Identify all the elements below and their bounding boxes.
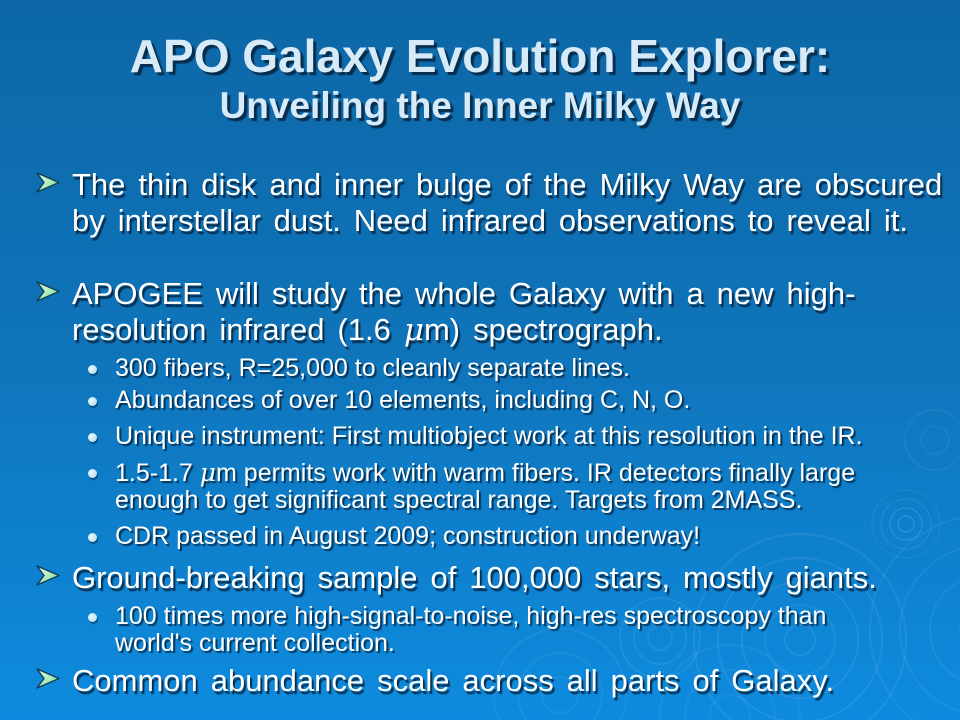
sub-bullet-item: CDR passed in August 2009; construction … xyxy=(36,523,700,550)
mu-symbol: μ xyxy=(403,312,424,348)
title-line-2: Unveiling the Inner Milky Way xyxy=(219,85,741,126)
bullet-item: Common abundance scale across all parts … xyxy=(36,663,834,699)
mu-symbol: μ xyxy=(199,458,217,487)
bullet-text-segment: m permits work with warm fibers. IR dete… xyxy=(115,459,856,514)
bullet-text: Abundances of over 10 elements, includin… xyxy=(115,386,691,414)
dot-bullet-icon xyxy=(88,469,97,478)
bullet-item: Ground-breaking sample of 100,000 stars,… xyxy=(36,560,877,596)
bullet-text: 300 fibers, R=25,000 to cleanly separate… xyxy=(115,354,630,382)
bullet-item: APOGEE will study the whole Galaxy with … xyxy=(36,276,952,348)
bullet-text-segment: m) spectrograph. xyxy=(423,312,663,347)
bullet-text: Common abundance scale across all parts … xyxy=(72,663,835,698)
arrow-bullet-icon xyxy=(36,668,60,689)
arrow-bullet-icon xyxy=(36,172,60,193)
bullet-text: The thin disk and inner bulge of the Mil… xyxy=(72,167,943,238)
dot-bullet-icon xyxy=(88,433,97,442)
dot-bullet-icon xyxy=(88,533,97,542)
bullet-text: 100 times more high-signal-to-noise, hig… xyxy=(115,602,827,657)
bullet-text: Unique instrument: First multiobject wor… xyxy=(115,422,863,450)
bullet-list: The thin disk and inner bulge of the Mil… xyxy=(36,0,960,720)
dot-bullet-icon xyxy=(88,365,97,374)
dot-bullet-icon xyxy=(88,613,97,622)
bullet-text-segment: APOGEE will study the whole Galaxy with … xyxy=(72,276,856,347)
bullet-text: APOGEE will study the whole Galaxy with … xyxy=(72,276,952,348)
sub-bullet-item: 300 fibers, R=25,000 to cleanly separate… xyxy=(36,355,630,382)
slide-title: APO Galaxy Evolution Explorer: Unveiling… xyxy=(0,30,960,129)
title-line-1: APO Galaxy Evolution Explorer: xyxy=(129,30,831,82)
arrow-bullet-icon xyxy=(36,281,60,302)
bullet-text: 1.5-1.7 μm permits work with warm fibers… xyxy=(115,459,945,514)
bullet-text: CDR passed in August 2009; construction … xyxy=(115,522,701,550)
bullet-item: The thin disk and inner bulge of the Mil… xyxy=(36,167,952,239)
bullet-text: Ground-breaking sample of 100,000 stars,… xyxy=(72,560,877,595)
bullet-text-segment: 1.5-1.7 xyxy=(115,459,200,487)
dot-bullet-icon xyxy=(88,397,97,406)
sub-bullet-item: Abundances of over 10 elements, includin… xyxy=(36,387,690,414)
sub-bullet-item: 100 times more high-signal-to-noise, hig… xyxy=(36,603,875,657)
arrow-bullet-icon xyxy=(36,565,60,586)
sub-bullet-item: 1.5-1.7 μm permits work with warm fibers… xyxy=(36,459,945,514)
sub-bullet-item: Unique instrument: First multiobject wor… xyxy=(36,423,863,450)
